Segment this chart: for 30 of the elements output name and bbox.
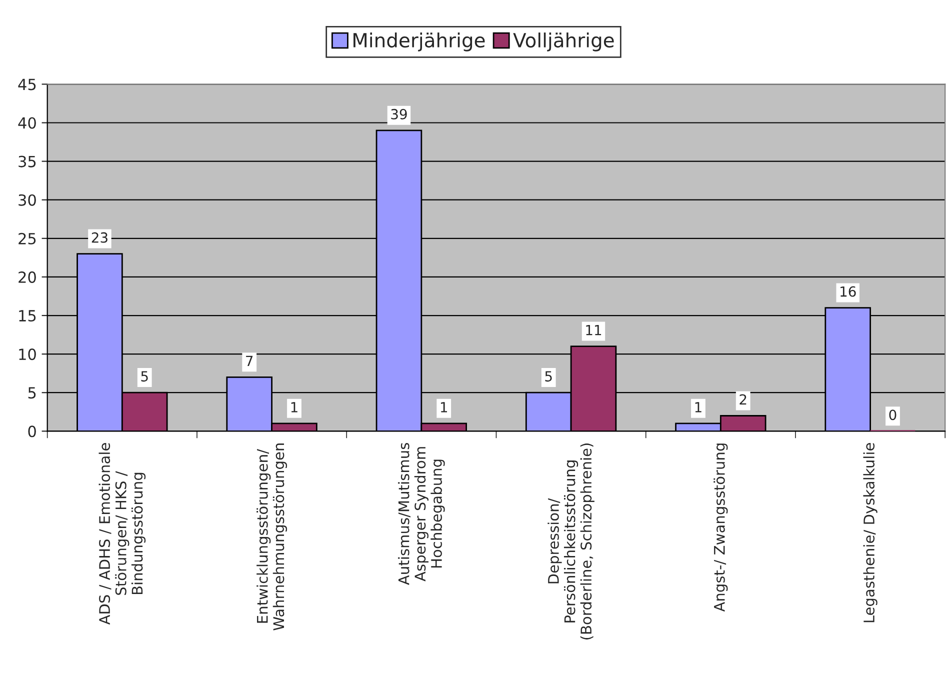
data-label: 39 [391,108,407,120]
y-tick-label: 40 [18,117,36,129]
x-tick-label: Legasthenie/ Dyskalkulie [863,443,878,622]
y-tick-label: 25 [18,232,36,244]
legend-label: Minderjährige [354,32,485,52]
data-label: 1 [440,402,447,412]
y-tick-label: 10 [19,348,36,360]
data-label: 23 [92,232,108,243]
legend-label: Volljährige [513,32,614,52]
x-tick-label: Entwicklungsstörungen/ Wahrnehmungsstörungen [256,444,288,630]
x-tick-label: ADS / ADHS / Emotionale Störungen/ HKS / Bindungsstörung [98,443,146,625]
data-label: 1 [695,402,702,412]
x-tick-label: Depression/ Persönlichkeitsstörung (Borderline, Schizophrenie) [548,444,594,640]
y-tick-label: 30 [18,194,36,206]
data-label: 5 [141,371,148,382]
data-label: 11 [586,325,602,336]
data-label: 0 [889,410,896,420]
y-tick-label: 45 [18,78,36,90]
x-tick-label: Angst-/ Zwangsstörung [714,444,728,612]
y-tick-label: 35 [18,156,36,168]
y-tick-label: 20 [18,271,36,283]
data-label: 5 [545,371,552,382]
y-tick-label: 5 [28,387,36,399]
y-tick-label: 0 [28,426,36,438]
data-label: 7 [246,356,253,366]
y-tick-label: 15 [19,310,36,322]
data-label: 2 [740,394,746,405]
x-tick-label: Autismus/Mutismus Asperger Syndrom Hochbegabung [398,442,445,585]
data-label: 16 [840,286,856,297]
data-label: 1 [291,402,298,412]
